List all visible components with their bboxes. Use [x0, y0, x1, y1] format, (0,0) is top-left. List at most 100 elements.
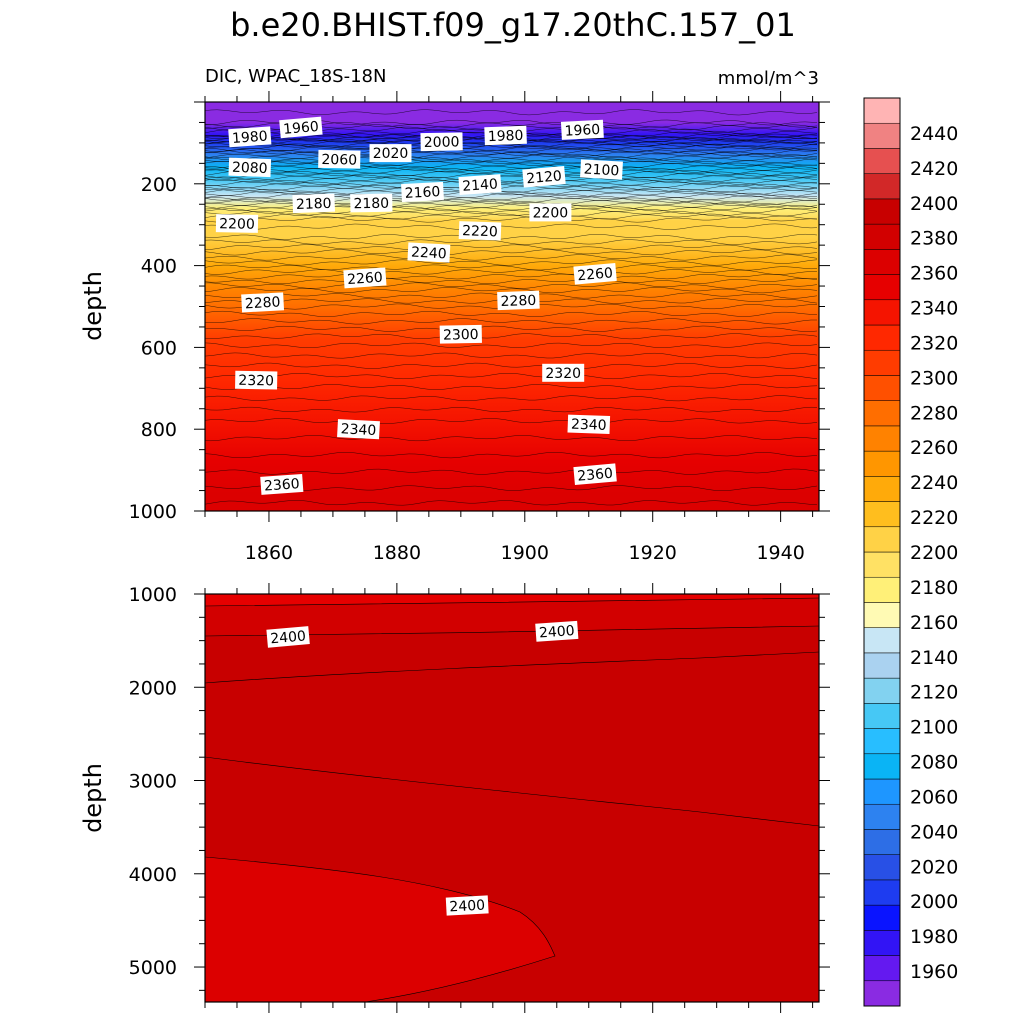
contour-label-text: 2360	[577, 466, 614, 485]
colorbar-level-label: 1980	[910, 926, 958, 948]
contour-label-box	[337, 419, 380, 440]
contour-label: 1980	[228, 126, 272, 148]
colorbar-swatch	[863, 173, 901, 200]
lower-panel-frame	[204, 593, 820, 1003]
contour-line	[205, 249, 818, 256]
colorbar-swatch	[863, 576, 901, 603]
contour-label-text: 2280	[500, 293, 536, 310]
contour-line	[205, 468, 818, 475]
colorbar-level-label: 2380	[910, 228, 958, 250]
contour-label-box	[369, 144, 412, 163]
colorbar-swatch	[863, 904, 901, 931]
contour-label-box	[420, 132, 463, 152]
lower-band-2400-upper	[205, 598, 819, 636]
contour-label-box	[215, 214, 259, 233]
contour-line	[205, 109, 818, 116]
colorbar-swatch	[863, 980, 901, 1007]
colorbar-level-label: 2160	[910, 612, 958, 634]
contour-label-text: 2340	[571, 417, 607, 434]
contour-label-box	[266, 626, 310, 648]
colorbar-swatch	[863, 753, 901, 780]
contour-line	[205, 210, 818, 217]
colorbar-swatch	[863, 274, 901, 301]
contour-label: 2340	[337, 419, 380, 440]
colorbar-swatch	[863, 551, 901, 578]
contour-line	[205, 144, 818, 151]
colorbar-swatch	[863, 299, 901, 326]
contour-line	[205, 223, 818, 230]
colorbar-swatch	[863, 501, 901, 528]
contour-line	[205, 213, 818, 220]
colorbar-swatch	[863, 400, 901, 427]
colorbar-swatch	[863, 97, 901, 124]
contour-label: 2360	[260, 473, 304, 495]
upper-axis-ticks: 1860 1880 1900 1920 1940 200 400 600 800 1000	[129, 91, 830, 564]
colorbar-swatch	[863, 728, 901, 755]
contour-label-box	[228, 126, 272, 148]
contour-line	[205, 259, 818, 266]
contour-label: 2180	[292, 193, 336, 214]
contour-line	[205, 158, 818, 165]
contour-label-text: 2240	[411, 245, 447, 263]
contour-label: 2240	[407, 242, 451, 263]
contour-label-box	[445, 895, 489, 916]
contour-line	[205, 233, 818, 240]
contour-label-text: 2180	[353, 196, 389, 213]
contour-label: 2320	[235, 370, 278, 390]
colorbar-frame	[863, 97, 901, 1007]
contour-line	[205, 156, 818, 163]
contour-line	[205, 187, 818, 193]
colorbar-swatch	[863, 829, 901, 855]
colorbar-level-label: 2240	[910, 472, 958, 494]
colorbar-level-label: 2280	[910, 402, 958, 424]
contour-label-box	[560, 119, 604, 140]
y-tick-label: 1000	[129, 584, 177, 606]
contour-label: 2360	[573, 463, 617, 485]
contour-label-text: 1960	[564, 122, 600, 140]
contour-line	[205, 325, 818, 332]
contour-label: 2400	[535, 620, 579, 642]
contour-label-box	[241, 292, 285, 313]
contour-line	[205, 287, 818, 294]
contour-label-text: 2100	[583, 162, 619, 180]
contour-label-text: 2320	[238, 373, 274, 390]
colorbar-swatch	[863, 375, 901, 401]
colorbar-level-label: 1960	[910, 961, 958, 983]
contour-line	[205, 150, 818, 157]
y-tick-label: 5000	[129, 957, 177, 979]
contour-label-text: 2220	[462, 223, 498, 240]
contour-label-text: 2120	[526, 168, 563, 187]
contour-line	[205, 333, 818, 340]
contour-line	[205, 160, 818, 167]
contour-label-box	[542, 363, 585, 382]
x-tick-label: 1920	[629, 542, 677, 564]
contour-label: 2280	[241, 292, 285, 313]
x-tick-label: 1940	[756, 542, 804, 564]
colorbar-level-label: 2000	[910, 891, 958, 913]
colorbar-level-label: 2340	[910, 298, 958, 320]
contour-label-box	[529, 203, 572, 222]
contour-label-text: 2300	[443, 327, 479, 344]
contour-line	[205, 278, 818, 285]
contour-line	[205, 168, 818, 175]
contour-line	[205, 435, 818, 442]
contour-line	[205, 145, 818, 153]
contour-line	[205, 152, 818, 159]
lower-contour-bands	[205, 594, 819, 1002]
contour-label-text: 2060	[321, 152, 357, 169]
colorbar-swatch	[863, 879, 901, 906]
colorbar-swatch	[863, 148, 901, 174]
contour-label-box	[235, 370, 278, 390]
colorbar-swatch	[863, 198, 901, 225]
colorbar-level-label: 2080	[910, 752, 958, 774]
contour-label-text: 1960	[283, 119, 320, 138]
y-tick-label: 800	[141, 419, 177, 441]
contour-label-box	[535, 620, 579, 642]
colorbar-swatch	[863, 627, 901, 654]
contour-label: 2260	[343, 267, 387, 289]
contour-line	[205, 188, 818, 196]
contour-label: 2320	[542, 363, 585, 382]
contour-label-text: 1980	[488, 128, 524, 145]
contour-label-text: 2340	[340, 421, 376, 439]
